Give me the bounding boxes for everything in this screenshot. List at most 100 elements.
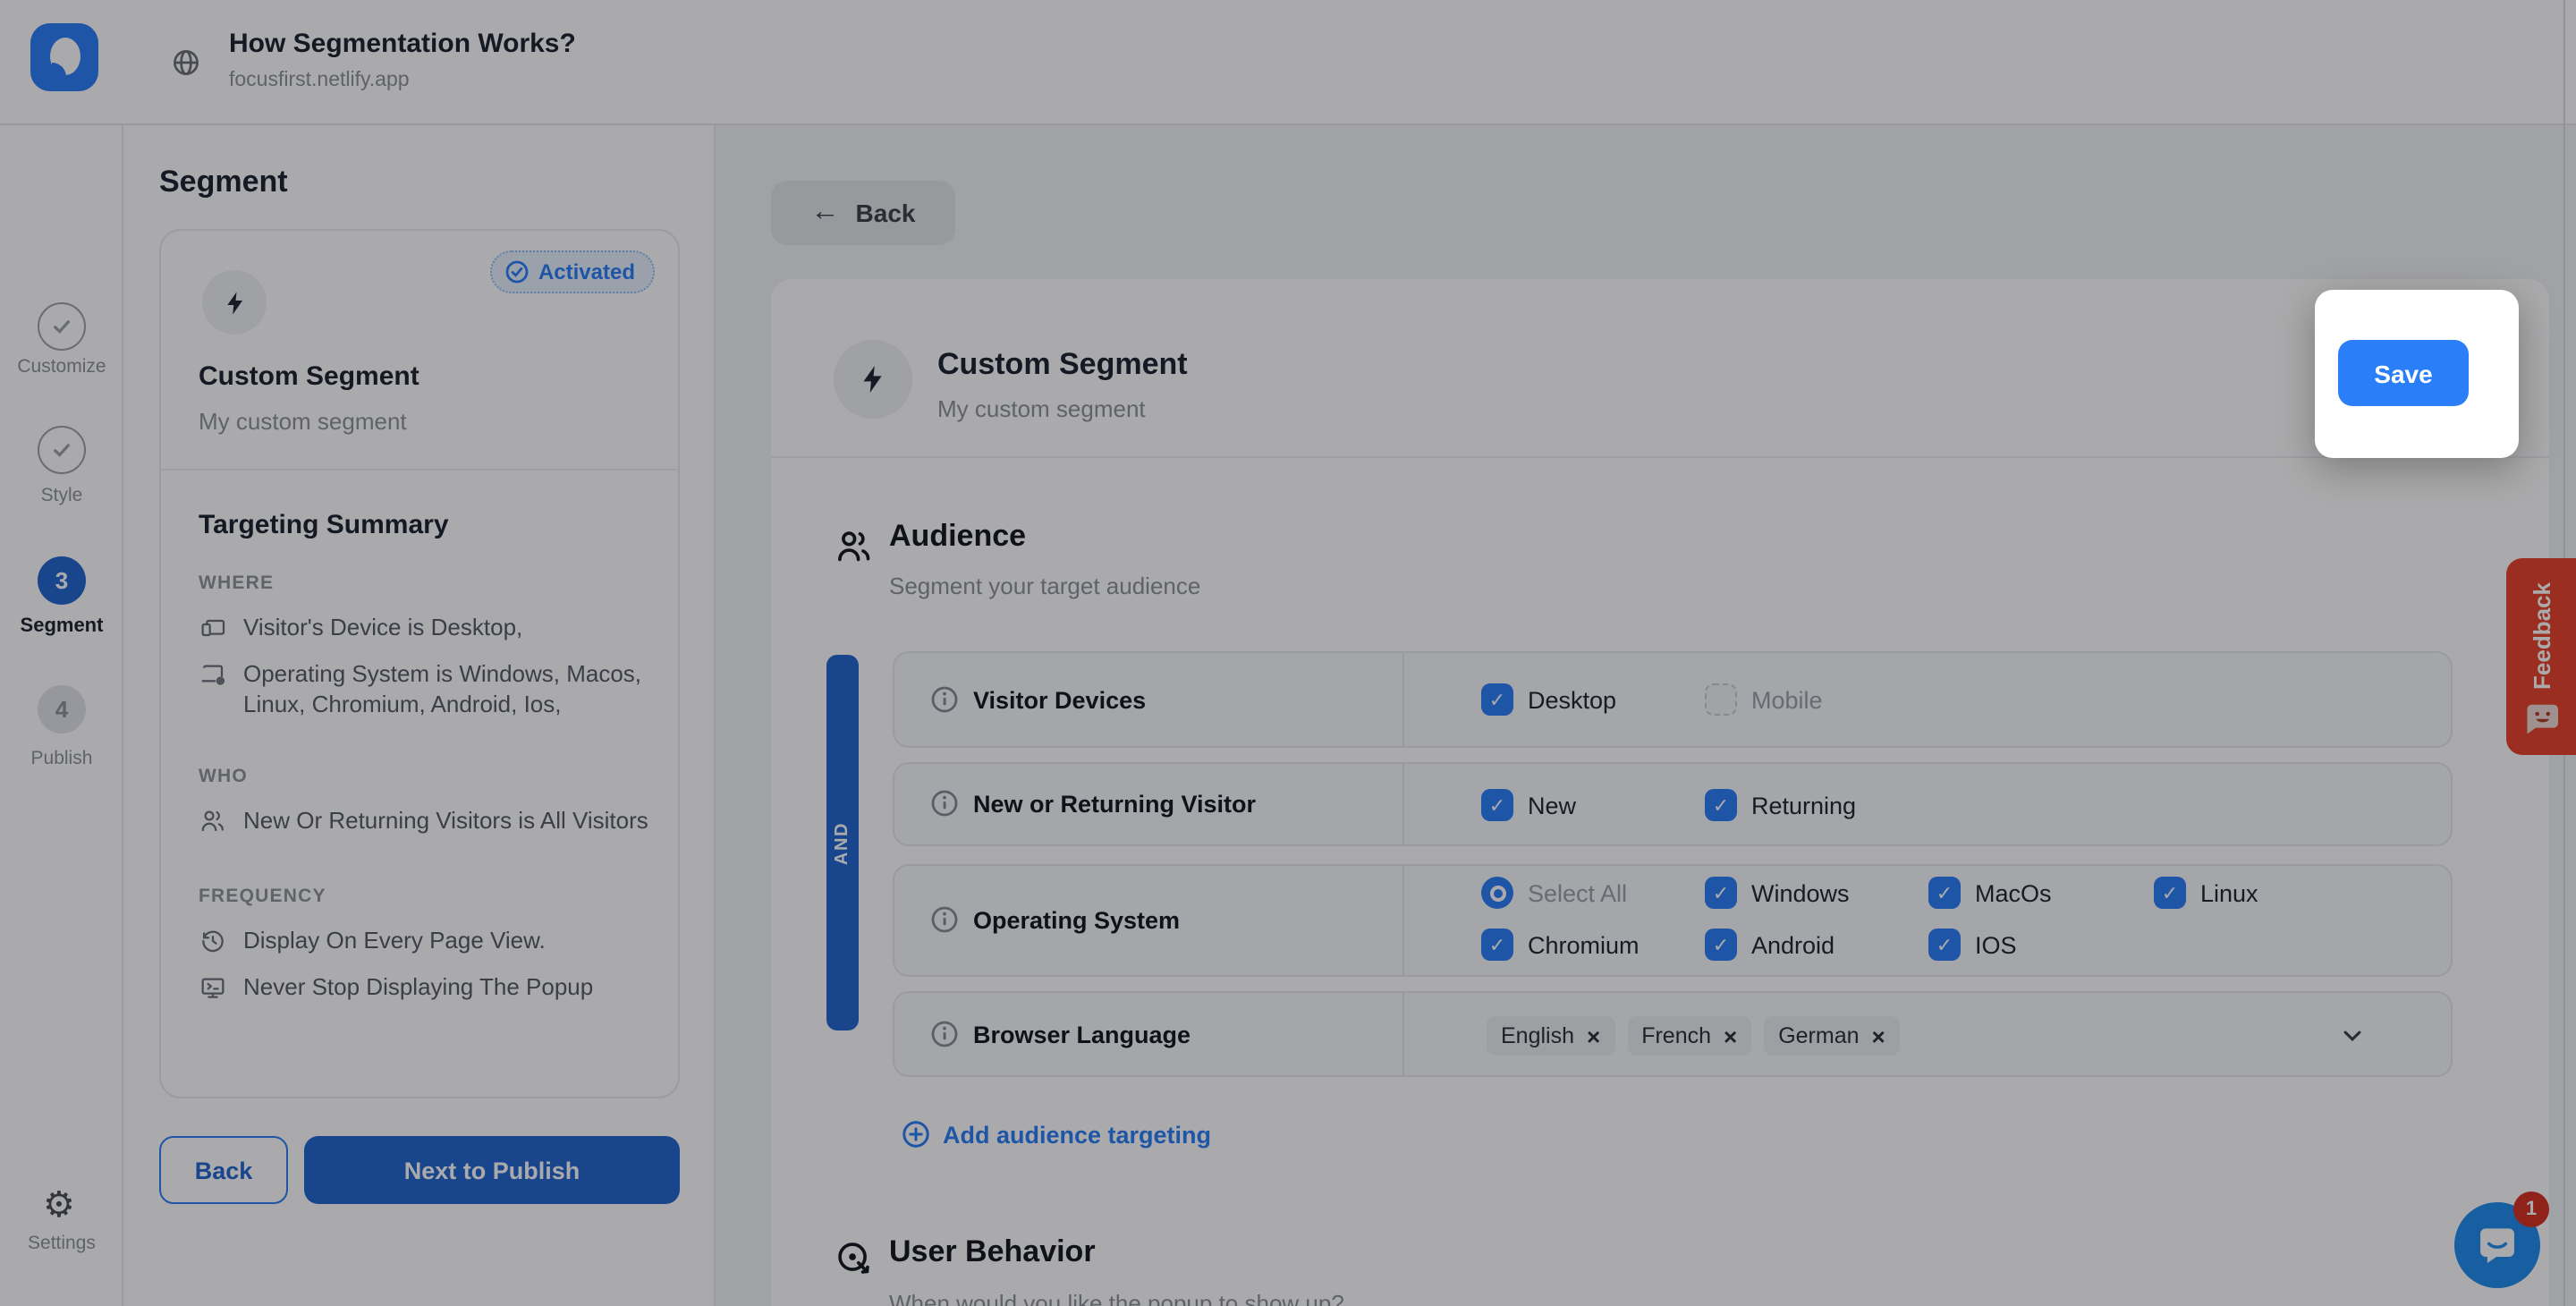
radio-select-all[interactable]: Select All [1481, 877, 1627, 909]
add-audience-targeting-link[interactable]: Add audience targeting [902, 1120, 1211, 1149]
checkbox-unchecked-icon[interactable] [1705, 683, 1737, 716]
step-segment[interactable]: 3 [38, 556, 86, 605]
check-circle-icon [505, 260, 529, 284]
tag-german[interactable]: German × [1764, 1016, 1900, 1056]
notification-badge[interactable]: 1 [2513, 1192, 2549, 1227]
popupsmart-logo-icon[interactable] [30, 23, 98, 91]
info-icon[interactable] [930, 685, 959, 714]
tag-french[interactable]: French × [1627, 1016, 1752, 1056]
summary-item: Never Stop Displaying The Popup [199, 971, 649, 1002]
checkbox-desktop[interactable]: ✓ Desktop [1481, 683, 1616, 716]
plus-circle-icon [902, 1121, 929, 1148]
summary-item: Operating System is Windows, Macos, Linu… [199, 658, 649, 719]
checkbox-chromium[interactable]: ✓ Chromium [1481, 929, 1640, 961]
chat-smiley-icon [2480, 1228, 2514, 1264]
onboarding-spotlight: Save [2315, 290, 2519, 458]
summary-who-label: WHO [199, 766, 248, 787]
behavior-title: User Behavior [889, 1234, 1096, 1268]
checkbox-mobile[interactable]: Mobile [1705, 683, 1823, 716]
segment-panel: Segment Activated Custom Segment My cust… [123, 125, 716, 1306]
info-icon[interactable] [930, 789, 959, 818]
audience-subtitle: Segment your target audience [889, 572, 1201, 599]
step-style-label[interactable]: Style [40, 485, 83, 506]
info-icon[interactable] [930, 905, 959, 934]
segment-editor-card: Custom Segment My custom segment Audienc… [771, 279, 2549, 1306]
checkbox-windows[interactable]: ✓ Windows [1705, 877, 1850, 909]
checkbox-returning[interactable]: ✓ Returning [1705, 789, 1856, 821]
device-desktop-icon [201, 619, 225, 637]
remove-tag-icon[interactable]: × [1871, 1022, 1885, 1049]
checkbox-checked-icon[interactable]: ✓ [1481, 789, 1513, 821]
check-circle-icon [38, 426, 86, 474]
checkbox-macos[interactable]: ✓ MacOs [1928, 877, 2052, 909]
divider [1402, 866, 1404, 975]
editor-subtitle: My custom segment [937, 395, 1146, 422]
row-label: Operating System [930, 905, 1180, 934]
row-label: Browser Language [930, 1020, 1191, 1048]
row-label: New or Returning Visitor [930, 789, 1256, 818]
editor-title: Custom Segment [937, 347, 1188, 381]
next-to-publish-button[interactable]: Next to Publish [304, 1136, 680, 1204]
checkbox-checked-icon[interactable]: ✓ [1481, 929, 1513, 961]
divider [1402, 993, 1404, 1075]
checkbox-ios[interactable]: ✓ IOS [1928, 929, 2017, 961]
checkbox-checked-icon[interactable]: ✓ [1928, 877, 1961, 909]
segment-name: Custom Segment [199, 361, 419, 392]
step-customize-label[interactable]: Customize [17, 356, 106, 377]
globe-icon [174, 50, 199, 75]
check-circle-icon [38, 302, 86, 351]
step-publish-label[interactable]: Publish [30, 748, 93, 769]
summary-item: Display On Every Page View. [199, 925, 649, 955]
settings-label[interactable]: Settings [28, 1233, 96, 1254]
checkbox-checked-icon[interactable]: ✓ [1705, 789, 1737, 821]
feedback-smiley-icon [2527, 704, 2558, 734]
arrow-left-icon: ← [810, 197, 840, 227]
row-label: Visitor Devices [930, 685, 1146, 714]
page-title: How Segmentation Works? [229, 29, 576, 59]
device-os-icon [201, 665, 225, 685]
main-back-button[interactable]: ← Back [771, 181, 955, 245]
checkbox-checked-icon[interactable]: ✓ [1481, 683, 1513, 716]
checkbox-checked-icon[interactable]: ✓ [2154, 877, 2186, 909]
audience-title: Audience [889, 519, 1027, 553]
radio-selected-icon[interactable] [1481, 877, 1513, 909]
status-badge: Activated [489, 250, 655, 293]
panel-title: Segment [159, 165, 288, 199]
checkbox-linux[interactable]: ✓ Linux [2154, 877, 2258, 909]
audience-row-new-returning: New or Returning Visitor ✓ New ✓ Returni… [893, 762, 2453, 846]
checkbox-android[interactable]: ✓ Android [1705, 929, 1835, 961]
checkbox-checked-icon[interactable]: ✓ [1928, 929, 1961, 961]
step-segment-label[interactable]: Segment [20, 615, 104, 637]
target-icon [838, 1242, 869, 1274]
audience-row-visitor-devices: Visitor Devices ✓ Desktop Mobile [893, 651, 2453, 748]
summary-item: New Or Returning Visitors is All Visitor… [199, 805, 649, 835]
summary-frequency-label: FREQUENCY [199, 886, 326, 907]
info-icon[interactable] [930, 1020, 959, 1048]
checkbox-checked-icon[interactable]: ✓ [1705, 929, 1737, 961]
tag-english[interactable]: English × [1487, 1016, 1615, 1056]
behavior-subtitle: When would you like the popup to show up… [889, 1290, 1344, 1306]
remove-tag-icon[interactable]: × [1724, 1022, 1738, 1049]
segment-description: My custom segment [199, 408, 407, 435]
audience-row-browser-language: Browser Language English × French × Germ… [893, 991, 2453, 1077]
remove-tag-icon[interactable]: × [1587, 1022, 1601, 1049]
checkbox-new[interactable]: ✓ New [1481, 789, 1576, 821]
step-number-badge: 4 [38, 685, 86, 734]
step-customize[interactable] [38, 302, 86, 351]
summary-item: Visitor's Device is Desktop, [199, 612, 649, 642]
checkbox-checked-icon[interactable]: ✓ [1705, 877, 1737, 909]
chevron-down-icon[interactable] [2340, 1023, 2365, 1048]
segment-card[interactable]: Activated Custom Segment My custom segme… [159, 229, 680, 1098]
step-number-badge: 3 [38, 556, 86, 605]
step-style[interactable] [38, 426, 86, 474]
gear-icon[interactable]: ⚙ [43, 1186, 75, 1225]
summary-where-label: WHERE [199, 572, 275, 594]
step-publish[interactable]: 4 [38, 685, 86, 734]
monitor-popup-icon [201, 978, 225, 998]
history-clock-icon [202, 930, 224, 953]
panel-back-button[interactable]: Back [159, 1136, 288, 1204]
save-button[interactable]: Save [2338, 340, 2469, 406]
feedback-tab[interactable]: Feedback [2506, 558, 2576, 755]
